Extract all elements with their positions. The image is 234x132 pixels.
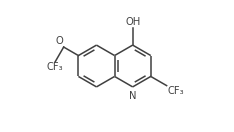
Text: CF₃: CF₃: [47, 62, 63, 72]
Text: OH: OH: [125, 17, 140, 27]
Text: CF₃: CF₃: [167, 86, 184, 96]
Text: O: O: [55, 36, 63, 46]
Text: N: N: [129, 91, 136, 101]
